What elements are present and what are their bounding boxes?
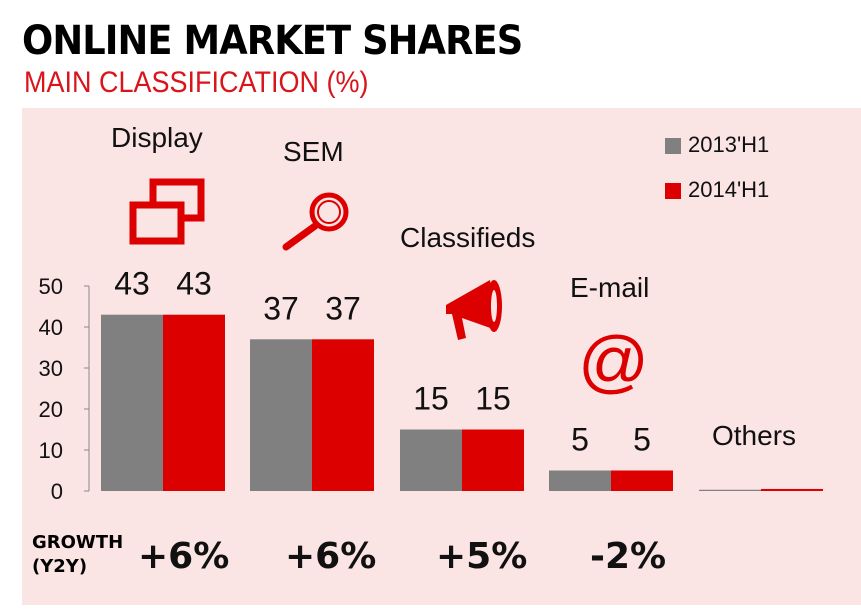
data-label: 43 xyxy=(176,266,212,302)
y-tick-label: 30 xyxy=(39,356,63,381)
y-axis: 0 10 20 30 40 50 xyxy=(39,274,90,504)
growth-label: GROWTH xyxy=(32,532,124,553)
bar-2013-classifieds xyxy=(400,429,462,491)
legend-label-2013: 2013'H1 xyxy=(688,132,770,157)
windows-icon xyxy=(129,178,205,245)
category-label: E-mail xyxy=(570,272,650,303)
y-tick-label: 20 xyxy=(39,397,63,422)
category-label: Others xyxy=(712,420,797,451)
data-label: 43 xyxy=(114,266,150,302)
megaphone-icon xyxy=(446,280,502,340)
bar-2014-e-mail xyxy=(611,470,673,491)
y-tick-label: 10 xyxy=(39,438,63,463)
magnifier-icon xyxy=(282,192,349,251)
bar-2014-sem xyxy=(312,339,374,491)
bar-2013-e-mail xyxy=(549,470,611,491)
growth-value: +5% xyxy=(436,536,528,577)
bar-2014-others xyxy=(761,488,823,491)
growth-value: +6% xyxy=(138,536,230,577)
growth-value: -2% xyxy=(590,536,667,577)
growth-sublabel: (Y2Y) xyxy=(32,556,88,577)
category-label: SEM xyxy=(283,136,344,167)
data-label: 37 xyxy=(263,290,299,326)
y-tick-label: 50 xyxy=(39,274,63,299)
data-label: 5 xyxy=(633,422,651,458)
y-tick-label: 40 xyxy=(39,315,63,340)
page-subtitle: MAIN CLASSIFICATION (%) xyxy=(24,66,369,99)
bar-2014-classifieds xyxy=(462,429,524,491)
legend-swatch-2014 xyxy=(665,183,681,199)
legend-label-2014: 2014'H1 xyxy=(688,177,770,202)
data-label: 37 xyxy=(325,290,361,326)
data-label: 15 xyxy=(475,381,511,417)
at-sign-icon: @ xyxy=(578,322,649,400)
data-label: 5 xyxy=(571,422,589,458)
category-label: Classifieds xyxy=(400,222,536,253)
bar-2013-display xyxy=(101,314,163,491)
legend-swatch-2013 xyxy=(665,138,681,154)
y-tick-label: 0 xyxy=(51,479,63,504)
bar-2013-sem xyxy=(250,339,312,491)
bar-2013-others xyxy=(699,489,761,491)
bar-2014-display xyxy=(163,314,225,491)
data-label: 15 xyxy=(413,381,449,417)
growth-value: +6% xyxy=(285,536,377,577)
page-title: ONLINE MARKET SHARES xyxy=(22,18,523,64)
category-label: Display xyxy=(111,122,203,153)
